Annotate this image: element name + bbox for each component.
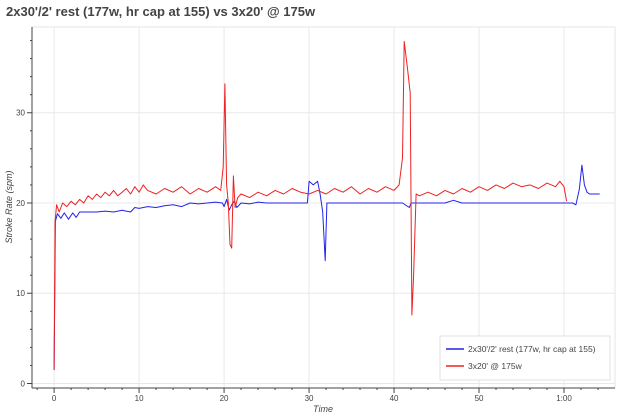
series-lines	[53, 40, 600, 370]
x-tick-label: 10	[135, 394, 144, 403]
x-tick-label: 20	[220, 394, 229, 403]
x-axis-label: Time	[313, 404, 333, 414]
y-tick-label: 20	[16, 199, 25, 208]
x-tick-label: 50	[475, 394, 484, 403]
chart-title: 2x30'/2' rest (177w, hr cap at 155) vs 3…	[6, 4, 316, 19]
series-line-1	[53, 164, 600, 370]
x-tick-label: 1:00	[556, 394, 572, 403]
plot-area	[31, 26, 616, 389]
legend-label-2: 3x20' @ 175w	[468, 361, 523, 371]
x-tick-label: 0	[52, 394, 57, 403]
y-tick-label: 30	[16, 109, 25, 118]
legend-box	[439, 335, 611, 381]
legend-label-1: 2x30'/2' rest (177w, hr cap at 155)	[468, 344, 596, 354]
legend: 2x30'/2' rest (177w, hr cap at 155) 3x20'…	[439, 335, 611, 381]
series-line-2	[53, 40, 568, 370]
x-tick-label: 30	[305, 394, 314, 403]
axis-ticks: 0 10 20 30 40 50 1:00 0 10 20 30	[16, 40, 599, 403]
y-axis-label: Stroke Rate (spm)	[4, 170, 14, 243]
x-tick-label: 40	[390, 394, 399, 403]
grid	[32, 27, 615, 388]
y-tick-label: 10	[16, 289, 25, 298]
y-tick-label: 0	[21, 379, 26, 388]
